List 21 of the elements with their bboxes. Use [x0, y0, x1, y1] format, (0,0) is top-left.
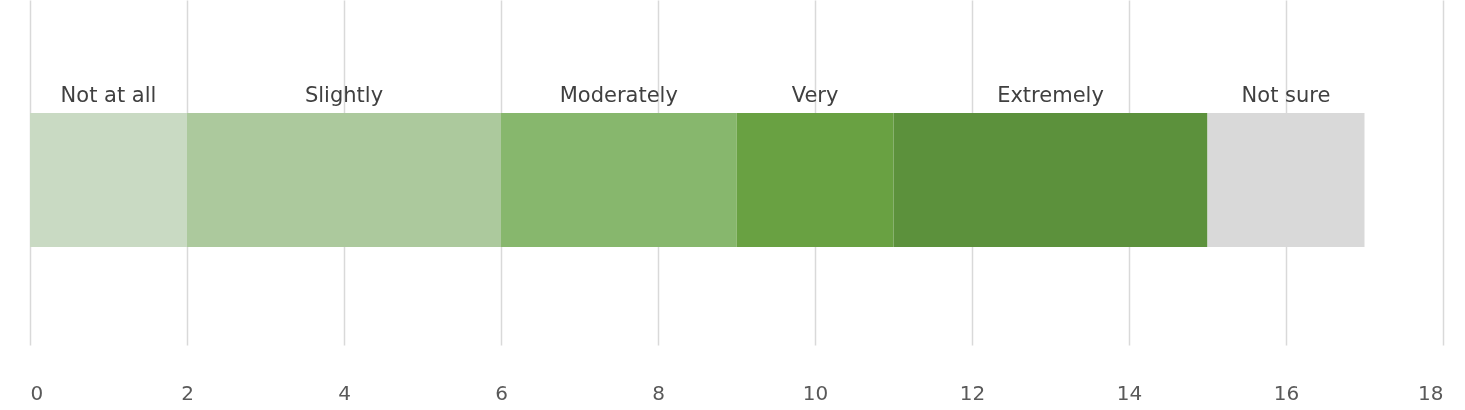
x-tick-label: 2	[181, 380, 194, 405]
series-label: Slightly	[304, 83, 384, 107]
x-tick-label: 12	[959, 380, 986, 405]
bar	[30, 113, 187, 247]
x-tick-label: 0	[30, 380, 44, 405]
series-label: Very	[791, 83, 839, 107]
x-tick-label: 10	[802, 380, 829, 405]
bar	[501, 113, 737, 247]
bar	[187, 113, 501, 247]
series-label: Not at all	[60, 83, 157, 107]
x-tick-label: 18	[1418, 380, 1444, 405]
series-label: Not sure	[1241, 83, 1331, 107]
x-tick-label: 16	[1273, 380, 1300, 405]
series-label: Moderately	[559, 83, 678, 107]
x-tick-label: 4	[338, 380, 351, 405]
x-tick-label: 6	[495, 380, 508, 405]
bar	[893, 113, 1208, 247]
x-tick-label: 14	[1116, 380, 1143, 405]
series-label: Extremely	[997, 83, 1104, 107]
bar	[736, 113, 894, 247]
x-tick-label: 8	[652, 380, 665, 405]
